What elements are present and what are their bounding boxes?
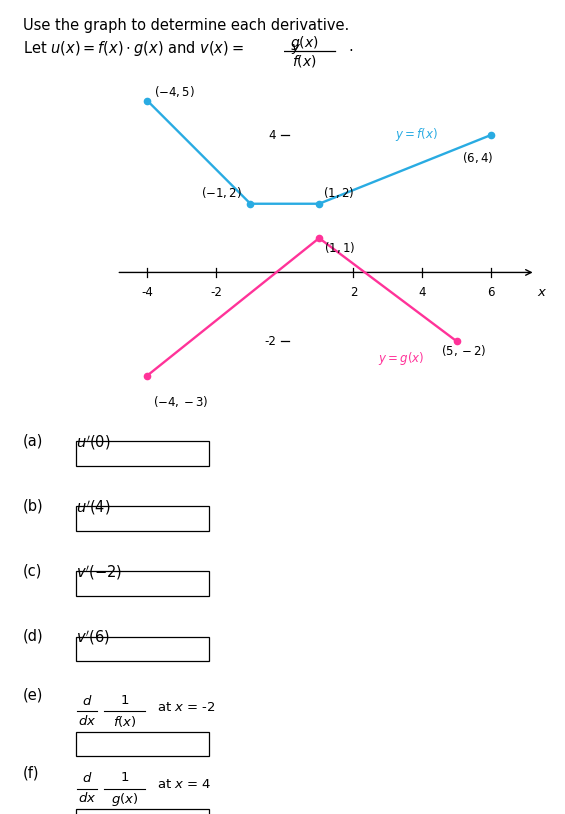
Text: $dx$: $dx$ (78, 791, 97, 805)
Text: $v'(-2)$: $v'(-2)$ (76, 563, 123, 582)
Text: -2: -2 (210, 286, 222, 299)
Text: $y$: $y$ (291, 42, 301, 56)
Text: $1$: $1$ (120, 694, 129, 707)
Text: $(1, 1)$: $(1, 1)$ (324, 240, 355, 255)
Text: (a): (a) (23, 433, 43, 448)
Text: Use the graph to determine each derivative.: Use the graph to determine each derivati… (23, 18, 349, 33)
Text: $g(x)$: $g(x)$ (290, 34, 319, 52)
Text: at $x$ = -2: at $x$ = -2 (157, 701, 216, 714)
Text: $(1, 2)$: $(1, 2)$ (323, 186, 354, 200)
Text: $(-4, -3)$: $(-4, -3)$ (153, 395, 208, 409)
Text: (d): (d) (23, 628, 44, 643)
Text: $v'(6)$: $v'(6)$ (76, 628, 110, 647)
Text: 4: 4 (419, 286, 426, 299)
Text: $1$: $1$ (120, 772, 129, 785)
Text: $dx$: $dx$ (78, 714, 97, 728)
Text: 4: 4 (269, 129, 276, 142)
Text: $y = f(x)$: $y = f(x)$ (395, 126, 438, 143)
Text: -2: -2 (264, 335, 276, 348)
Text: $d$: $d$ (82, 772, 93, 786)
Text: $(-4, 5)$: $(-4, 5)$ (154, 84, 195, 99)
Text: $f(x)$: $f(x)$ (112, 714, 136, 729)
Text: $(6, 4)$: $(6, 4)$ (462, 151, 493, 165)
Text: (b): (b) (23, 498, 44, 513)
Text: $f(x)$: $f(x)$ (292, 53, 317, 69)
Text: (c): (c) (23, 563, 42, 578)
Text: $(5, -2)$: $(5, -2)$ (441, 343, 486, 358)
Text: $x$: $x$ (537, 286, 547, 299)
Text: $y = g(x)$: $y = g(x)$ (377, 350, 424, 367)
Text: 2: 2 (350, 286, 357, 299)
Text: 6: 6 (487, 286, 494, 299)
Text: $g(x)$: $g(x)$ (111, 791, 138, 808)
Text: Let $u(x) = f(x) \cdot g(x)$ and $v(x) = $: Let $u(x) = f(x) \cdot g(x)$ and $v(x) =… (23, 39, 244, 58)
Text: $u'(4)$: $u'(4)$ (76, 498, 111, 517)
Text: at $x$ = 4: at $x$ = 4 (157, 778, 212, 791)
Text: .: . (349, 39, 353, 54)
Text: $(-1, 2)$: $(-1, 2)$ (201, 186, 242, 200)
Text: $d$: $d$ (82, 694, 93, 708)
Text: -4: -4 (141, 286, 153, 299)
Text: $u'(0)$: $u'(0)$ (76, 433, 111, 452)
Text: (f): (f) (23, 765, 39, 780)
Text: (e): (e) (23, 688, 43, 702)
